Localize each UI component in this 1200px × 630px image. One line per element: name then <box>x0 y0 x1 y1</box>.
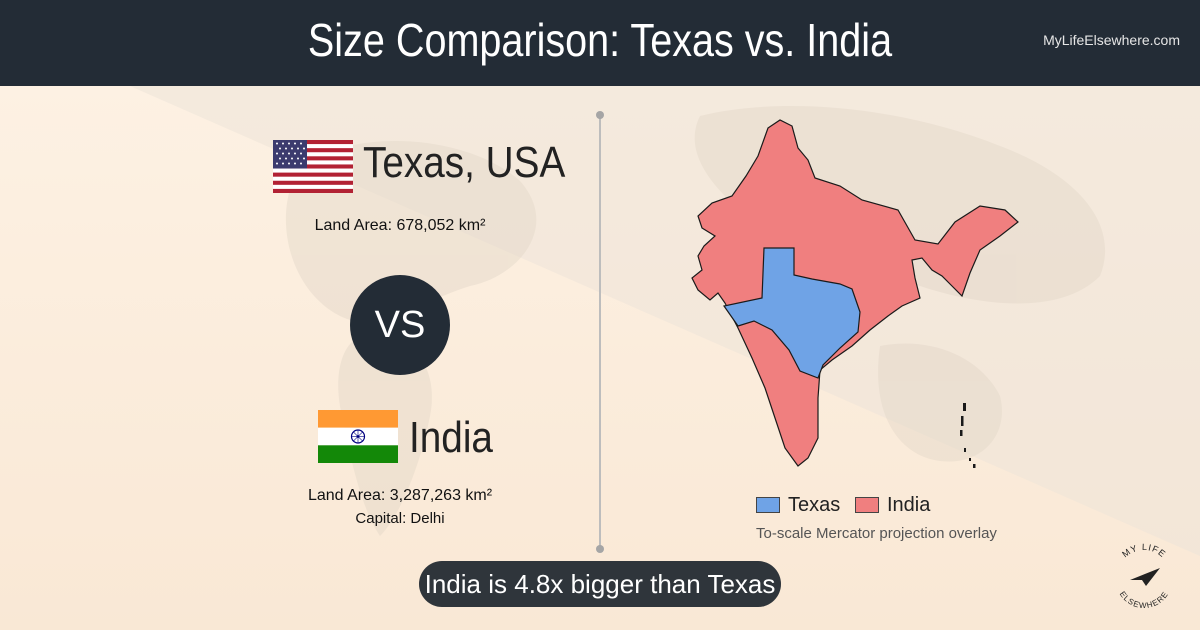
place2-name: India <box>409 413 493 462</box>
logo-line1: MY LIFE <box>1120 542 1167 560</box>
my-life-elsewhere-logo[interactable]: MY LIFE ELSEWHERE <box>1108 540 1180 612</box>
us-flag-icon <box>273 140 353 193</box>
divider-bottom-dot <box>596 545 604 553</box>
legend-india-label: India <box>887 493 931 516</box>
svg-text:ELSEWHERE: ELSEWHERE <box>1118 590 1170 610</box>
texas-shape <box>722 247 861 379</box>
place1-area: Land Area: 678,052 km² <box>314 217 486 234</box>
india-shape <box>691 119 1019 467</box>
diagonal-band <box>130 86 1200 556</box>
legend-texas: Texas <box>756 493 840 517</box>
legend-india: India <box>855 493 930 517</box>
logo-line2: ELSEWHERE <box>1118 590 1169 610</box>
legend-texas-label: Texas <box>788 493 841 516</box>
texas-swatch <box>756 497 780 513</box>
place1-name: Texas, USA <box>363 138 566 187</box>
india-flag-icon <box>318 410 398 463</box>
comparison-pill: India is 4.8x bigger than Texas <box>419 561 781 607</box>
divider-top-dot <box>596 111 604 119</box>
svg-text:MY LIFE: MY LIFE <box>1120 542 1168 560</box>
place2-area: Land Area: 3,287,263 km² <box>307 487 493 504</box>
place2-capital: Capital: Delhi <box>355 510 445 527</box>
vs-badge: VS <box>350 275 450 375</box>
page-title: Size Comparison: Texas vs. India <box>307 14 893 66</box>
map-note: To-scale Mercator projection overlay <box>756 525 997 542</box>
map-overlay <box>691 119 1019 468</box>
divider-line <box>599 115 601 551</box>
india-swatch <box>855 497 879 513</box>
andaman-islands <box>960 403 976 468</box>
header-bar: Size Comparison: Texas vs. India MyLifeE… <box>0 0 1200 86</box>
world-map-watermark <box>130 86 1200 556</box>
paper-plane-icon <box>1130 568 1160 586</box>
site-name[interactable]: MyLifeElsewhere.com <box>1043 32 1180 48</box>
